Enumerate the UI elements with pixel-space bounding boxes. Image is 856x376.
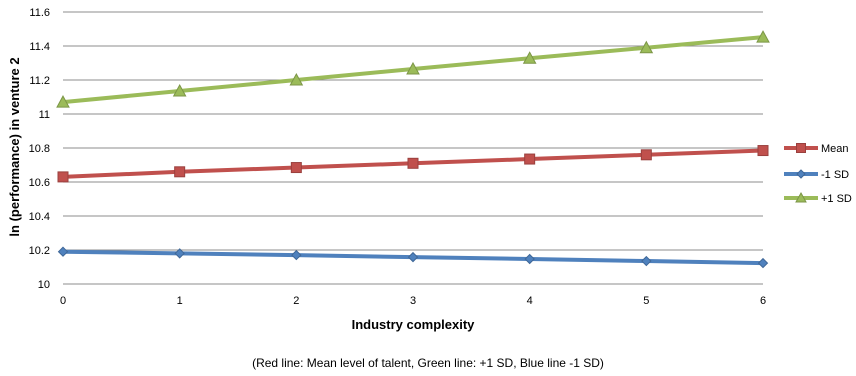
data-point-mean — [57, 171, 69, 183]
y-tick-label: 10.2 — [29, 245, 50, 257]
y-tick-label: 10.4 — [29, 211, 50, 223]
y-tick-label: 11.2 — [29, 75, 50, 87]
y-tick-label: 11.6 — [29, 7, 50, 19]
x-tick-label: 0 — [60, 295, 66, 307]
series-markers — [56, 30, 770, 269]
x-tick-label: 3 — [410, 295, 416, 307]
data-point-1-sd — [56, 95, 70, 108]
y-tick-label: 10.8 — [29, 143, 50, 155]
data-point-1-sd — [174, 248, 185, 259]
data-point-1-sd — [406, 61, 420, 75]
legend-label: -1 SD — [821, 169, 849, 181]
data-point-mean — [407, 157, 419, 169]
x-tick-label: 2 — [293, 295, 299, 307]
legend-label: Mean — [821, 143, 849, 155]
data-point-1-sd — [522, 51, 537, 64]
x-axis-title: Industry complexity — [352, 317, 476, 332]
x-tick-label: 5 — [643, 295, 649, 307]
x-tick-labels: 0 1 2 3 4 5 6 — [60, 295, 766, 307]
y-tick-label: 11.4 — [29, 41, 50, 53]
data-point-1-sd — [641, 255, 652, 267]
y-tick-label: 10 — [38, 279, 50, 291]
y-tick-label: 11 — [39, 109, 50, 121]
data-point-1-sd — [639, 40, 654, 54]
legend: Mean -1 SD +1 SD — [784, 143, 852, 205]
y-axis-title: ln (performance) in venture 2 — [7, 57, 22, 236]
data-point-mean — [524, 153, 536, 165]
data-point-1-sd — [756, 30, 770, 43]
legend-marker — [796, 169, 806, 179]
legend-marker — [796, 143, 806, 153]
legend-item-mean: Mean — [784, 143, 849, 155]
data-point-1-sd — [524, 253, 535, 265]
legend-item-1-sd: -1 SD — [784, 169, 849, 181]
line-chart: 10 10.2 10.4 10.6 10.8 11 11.2 11.4 11.6 0 1 2 3 4 5 6… — [7, 7, 852, 332]
data-point-mean — [174, 166, 186, 178]
data-point-1-sd — [291, 249, 302, 261]
x-tick-label: 1 — [177, 295, 183, 307]
y-tick-labels: 10 10.2 10.4 10.6 10.8 11 11.2 11.4 11.6 — [29, 7, 50, 291]
y-tick-label: 10.6 — [29, 177, 50, 189]
gridlines — [63, 11, 763, 251]
figure-caption: (Red line: Mean level of talent, Green l… — [252, 356, 604, 370]
data-point-mean — [290, 162, 302, 174]
data-point-1-sd — [407, 251, 419, 263]
x-tick-label: 6 — [760, 295, 766, 307]
data-point-mean — [640, 149, 652, 161]
x-tick-label: 4 — [527, 295, 533, 307]
data-point-mean — [757, 145, 769, 157]
legend-label: +1 SD — [821, 193, 852, 205]
data-point-1-sd — [172, 84, 187, 97]
data-point-1-sd — [57, 246, 69, 257]
legend-marker — [795, 191, 807, 203]
data-point-1-sd — [757, 257, 769, 269]
data-point-1-sd — [289, 72, 304, 86]
legend-item-1-sd: +1 SD — [784, 191, 852, 205]
